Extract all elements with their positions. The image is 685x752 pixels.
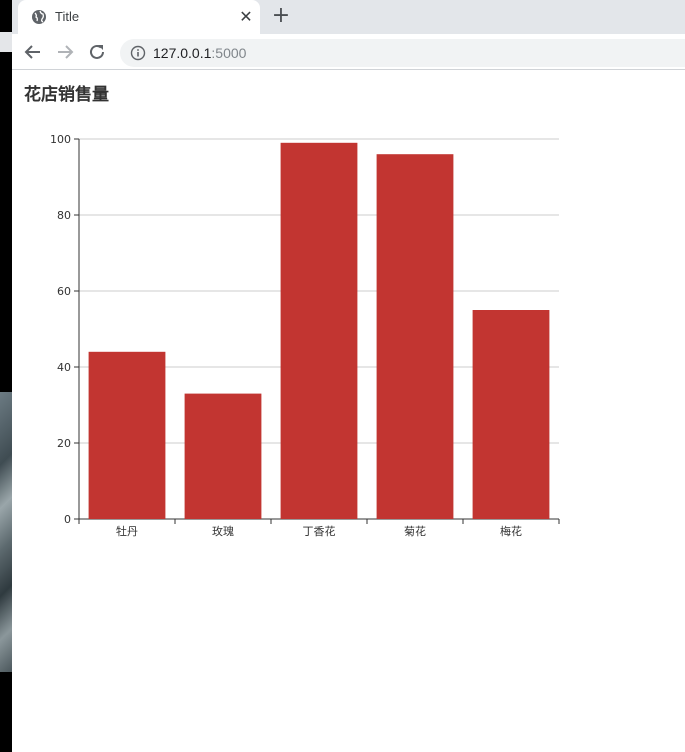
background-text-fragment xyxy=(0,68,12,80)
y-tick-label: 60 xyxy=(57,285,71,298)
bar xyxy=(376,154,454,519)
bar xyxy=(280,142,358,520)
url-text: 127.0.0.1:5000 xyxy=(153,45,246,61)
x-tick-label: 菊花 xyxy=(404,525,426,538)
bar xyxy=(88,351,166,519)
x-tick-label: 牡丹 xyxy=(116,524,138,538)
page-title: 花店销售量 xyxy=(24,85,109,105)
reload-icon[interactable] xyxy=(86,41,108,63)
x-tick-label: 玫瑰 xyxy=(212,524,234,538)
browser-window: Title ✕ + 127.0.0.1:5000 花店销售量 0 20 40 60 80… xyxy=(12,0,685,752)
y-tick-label: 100 xyxy=(50,133,71,146)
background-image-fragment xyxy=(0,392,12,672)
plus-icon[interactable]: + xyxy=(271,3,291,28)
url-host: 127.0.0.1 xyxy=(153,45,212,61)
y-tick-label: 0 xyxy=(64,513,71,526)
tab-title: Title xyxy=(55,9,80,24)
x-tick-label: 丁香花 xyxy=(303,525,336,538)
y-tick-label: 20 xyxy=(57,437,71,450)
bar xyxy=(184,393,262,519)
info-icon[interactable] xyxy=(130,45,146,61)
url-port: :5000 xyxy=(211,45,247,61)
y-tick-label: 80 xyxy=(57,209,71,222)
address-bar[interactable]: 127.0.0.1:5000 xyxy=(120,39,685,67)
bar xyxy=(472,310,550,519)
bar-chart: 0 20 40 60 80 100 牡丹 玫瑰 丁香花 菊花 梅花 xyxy=(50,133,560,538)
globe-icon xyxy=(32,10,46,24)
back-arrow-icon[interactable] xyxy=(22,41,44,63)
x-tick-label: 梅花 xyxy=(500,524,522,538)
background-window-fragment xyxy=(0,32,12,52)
y-tick-label: 40 xyxy=(57,361,71,374)
browser-toolbar: 127.0.0.1:5000 xyxy=(12,34,685,70)
browser-tab[interactable]: Title ✕ xyxy=(18,0,260,34)
page-content: 花店销售量 0 20 40 60 80 100 牡丹 玫瑰 丁香花 菊花 梅花 xyxy=(12,71,685,752)
tab-bar: Title ✕ + xyxy=(12,0,685,34)
forward-arrow-icon[interactable] xyxy=(54,41,76,63)
desktop-background xyxy=(0,0,12,752)
close-icon[interactable]: ✕ xyxy=(239,7,253,26)
